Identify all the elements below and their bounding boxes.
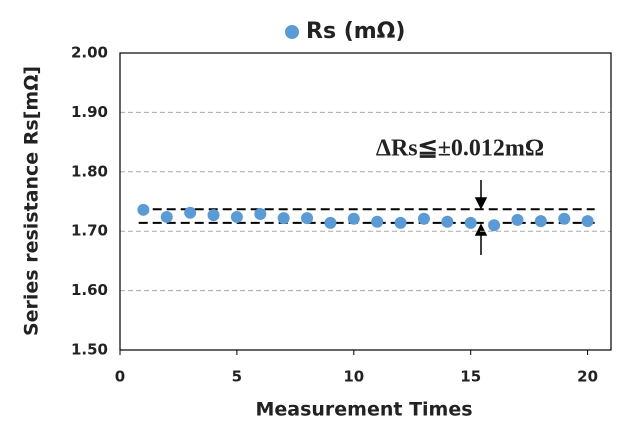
- y-tick-label: 1.60: [71, 281, 108, 299]
- x-tick-label: 5: [232, 368, 242, 386]
- point: [371, 215, 384, 228]
- point: [184, 206, 197, 219]
- annotation: ΔRs≦±0.012mΩ: [376, 136, 544, 162]
- legend-marker: [285, 25, 299, 39]
- legend-label: Rs (mΩ): [306, 19, 405, 44]
- x-tick-label: 0: [115, 368, 125, 386]
- point: [581, 215, 594, 228]
- y-tick-label: 2.00: [71, 44, 108, 62]
- point: [511, 213, 524, 226]
- point: [160, 210, 173, 223]
- y-axis-label: Series resistance Rs[mΩ]: [21, 66, 43, 336]
- point: [254, 207, 267, 220]
- point: [534, 215, 547, 228]
- x-tick-label: 10: [343, 368, 364, 386]
- y-tick-label: 1.80: [71, 162, 108, 180]
- point: [558, 212, 571, 225]
- point: [347, 212, 360, 225]
- point: [277, 212, 290, 225]
- point: [441, 215, 454, 228]
- point: [207, 209, 220, 222]
- plot-frame: [119, 52, 612, 351]
- y-tick-label: 1.70: [71, 222, 108, 240]
- point: [137, 203, 150, 216]
- point: [417, 212, 430, 225]
- arrows: [474, 180, 488, 255]
- x-axis-label: Measurement Times: [255, 399, 472, 421]
- y-tick-label: 1.50: [71, 341, 108, 359]
- point: [230, 210, 243, 223]
- y-tick-label: 1.90: [71, 103, 108, 121]
- x-tick-label: 20: [577, 368, 598, 386]
- point: [464, 216, 477, 229]
- x-tick-label: 15: [460, 368, 481, 386]
- point: [488, 219, 501, 232]
- point: [324, 216, 337, 229]
- point: [394, 216, 407, 229]
- point: [301, 212, 314, 225]
